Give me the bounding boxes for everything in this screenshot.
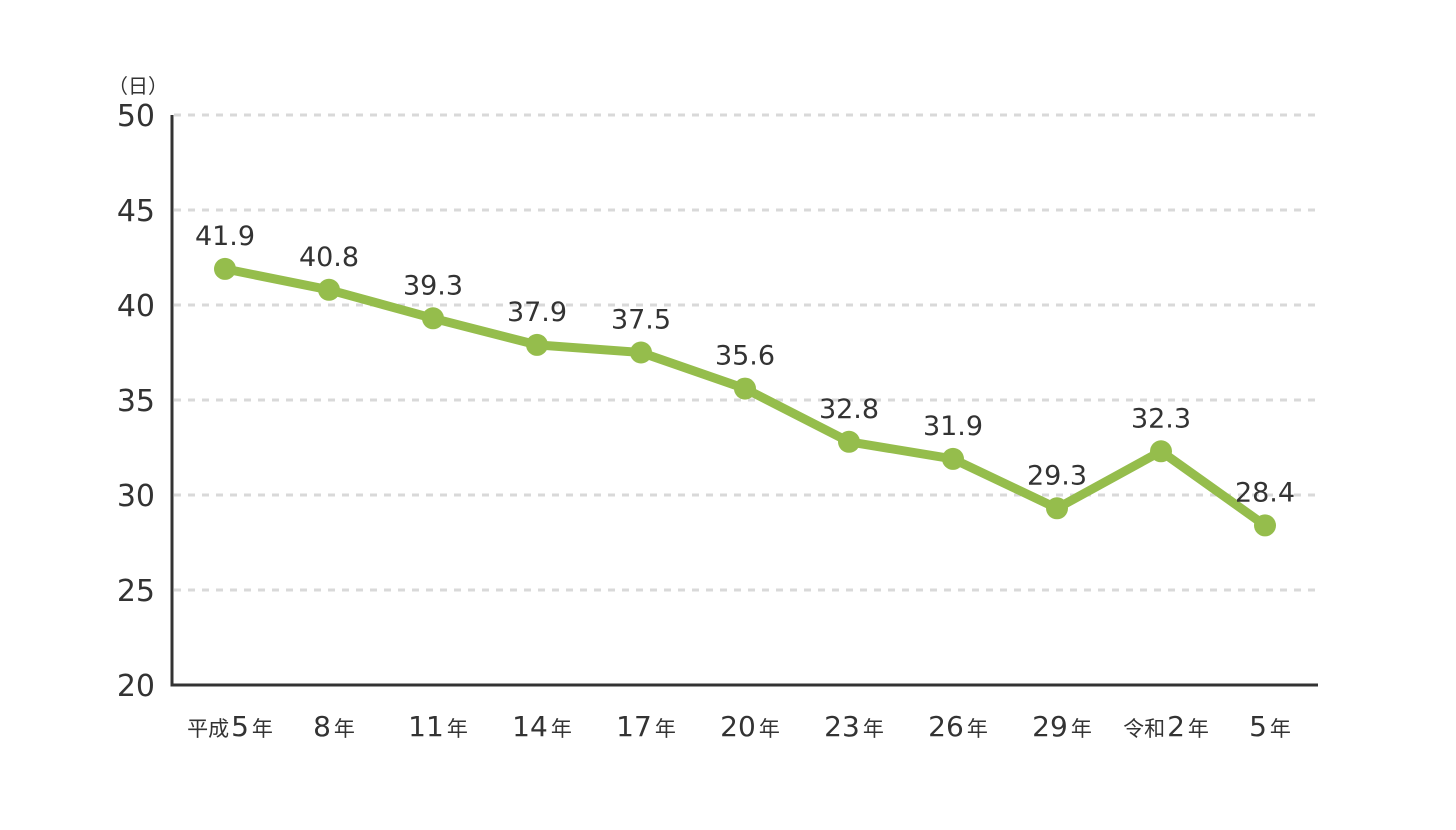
y-tick-labels: 20 25 30 35 40 45 50 <box>117 99 155 704</box>
x-category-labels: 平成5 年 8 年 11 年 14 年 17 年 20 年 23 年 26 年 29 年令和2 年 5 年 <box>187 710 1291 743</box>
x-category-label: 23 年 <box>824 710 884 743</box>
x-category-suffix: 年 <box>252 717 273 741</box>
x-category-suffix: 年 <box>967 717 988 741</box>
data-label: 32.8 <box>819 394 879 425</box>
data-label: 31.9 <box>923 411 983 442</box>
data-point <box>1046 497 1068 520</box>
x-category-number: 17 <box>616 710 652 743</box>
x-category-number: 5 <box>231 710 249 743</box>
data-label: 40.8 <box>299 242 359 273</box>
x-category-suffix: 年 <box>863 717 884 741</box>
data-point <box>214 257 236 280</box>
y-tick-label: 35 <box>117 384 155 419</box>
data-point <box>630 341 652 364</box>
x-category-suffix: 年 <box>759 717 780 741</box>
x-category-number: 20 <box>720 710 756 743</box>
x-category-suffix: 年 <box>1071 717 1092 741</box>
x-category-label: 26 年 <box>928 710 988 743</box>
x-category-label: 20 年 <box>720 710 780 743</box>
data-label: 35.6 <box>715 341 775 372</box>
x-category-number: 11 <box>408 710 444 743</box>
x-category-number: 26 <box>928 710 964 743</box>
data-label-layer: 41.9 40.8 39.3 37.9 37.5 35.6 32.8 31.9 29.3 32.3… <box>195 221 1295 509</box>
series-layer <box>214 257 1276 537</box>
y-tick-label: 40 <box>117 289 155 324</box>
data-label: 29.3 <box>1027 460 1087 491</box>
x-category-number: 2 <box>1167 710 1185 743</box>
x-category-suffix: 年 <box>447 717 468 741</box>
x-category-number: 14 <box>512 710 548 743</box>
x-category-suffix: 年 <box>1188 717 1209 741</box>
data-point <box>838 430 860 453</box>
data-point <box>1254 514 1276 537</box>
data-label: 39.3 <box>403 270 463 301</box>
data-point <box>422 307 444 330</box>
data-label: 37.9 <box>507 297 567 328</box>
x-category-label: 11 年 <box>408 710 468 743</box>
x-category-suffix: 年 <box>655 717 676 741</box>
y-tick-label: 20 <box>117 669 155 704</box>
x-category-label: 29 年 <box>1032 710 1092 743</box>
data-point <box>1150 440 1172 463</box>
axis-lines <box>170 115 1318 687</box>
x-category-number: 8 <box>313 710 331 743</box>
y-tick-label: 30 <box>117 479 155 514</box>
x-category-suffix: 年 <box>1270 717 1291 741</box>
x-category-era: 令和 <box>1123 717 1165 741</box>
axis-layer <box>170 115 1318 687</box>
data-label: 28.4 <box>1235 477 1295 508</box>
x-category-suffix: 年 <box>551 717 572 741</box>
x-category-era: 平成 <box>187 717 229 741</box>
x-category-number: 5 <box>1249 710 1267 743</box>
grid-layer <box>174 113 1318 592</box>
data-label: 32.3 <box>1131 403 1191 434</box>
y-axis-unit-label: （日） <box>108 74 168 98</box>
y-tick-label: 50 <box>117 99 155 134</box>
y-tick-label: 45 <box>117 194 155 229</box>
y-tick-label: 25 <box>117 574 155 609</box>
x-category-number: 23 <box>824 710 860 743</box>
x-category-number: 29 <box>1032 710 1068 743</box>
data-point <box>526 333 548 356</box>
data-point <box>318 278 340 301</box>
x-category-label: 17 年 <box>616 710 676 743</box>
x-category-label: 平成5 年 <box>187 710 273 743</box>
x-category-suffix: 年 <box>334 717 355 741</box>
x-category-label: 14 年 <box>512 710 572 743</box>
x-category-label: 令和2 年 <box>1123 710 1209 743</box>
data-point <box>734 377 756 400</box>
data-label: 37.5 <box>611 305 671 336</box>
data-point <box>942 447 964 470</box>
data-label: 41.9 <box>195 221 255 252</box>
